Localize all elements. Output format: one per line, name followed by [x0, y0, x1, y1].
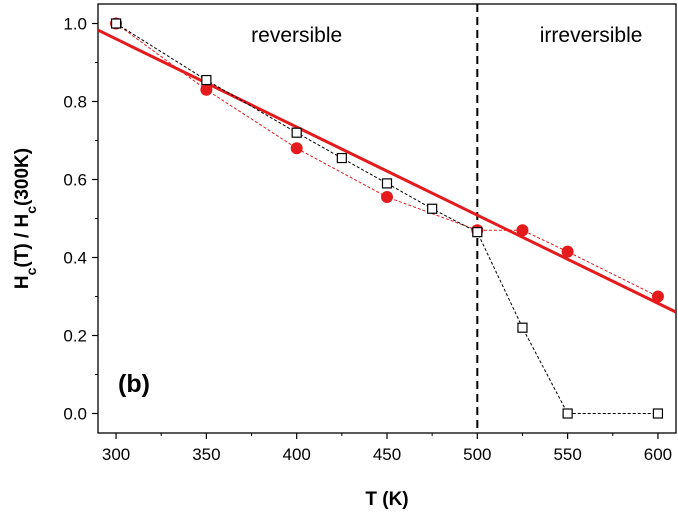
series-1-point	[427, 203, 438, 214]
series-0-point	[290, 142, 303, 155]
x-tick-label: 550	[553, 445, 581, 464]
y-axis-title-part: (T) / H	[12, 214, 33, 268]
chart-text: reversible irreversible (b) T (K) Hc(T) / Hc…	[12, 24, 642, 510]
x-tick-label: 350	[192, 445, 220, 464]
x-tick-label: 500	[463, 445, 491, 464]
series-1-point	[336, 152, 347, 164]
series-group	[110, 17, 664, 419]
fit-line	[98, 28, 676, 314]
axis-ticks: 300 350 400 450 500 550 600 0.0 0.2 0.4 0.6 0.8 1.0	[63, 15, 672, 465]
series-0-point	[561, 245, 574, 258]
y-axis-title-subscript: c	[23, 267, 39, 275]
x-tick-label: 450	[373, 445, 401, 464]
y-axis-title: Hc(T) / Hc(300K)	[12, 148, 39, 289]
series-1-point	[562, 408, 573, 419]
x-tick-label: 300	[102, 445, 130, 464]
y-tick-label: 0.6	[63, 171, 87, 190]
series-0-point	[651, 290, 664, 303]
plot-area	[97, 3, 677, 434]
x-axis-title: T (K)	[365, 489, 408, 510]
series-1-point	[517, 322, 528, 333]
series-1-point	[291, 127, 302, 138]
series-1-point	[201, 74, 212, 86]
y-tick-label: 0.0	[63, 405, 87, 424]
y-tick-label: 0.2	[63, 327, 87, 346]
series-0-connector	[115, 23, 659, 297]
x-tick-label: 600	[644, 445, 672, 464]
series-1-point	[652, 408, 664, 419]
series-1-point	[381, 178, 393, 189]
series-1-point	[472, 227, 483, 238]
series-0-point	[381, 191, 393, 204]
y-axis-title-part: H	[12, 275, 33, 289]
y-tick-label: 0.8	[63, 93, 87, 112]
y-tick-label: 0.4	[63, 249, 87, 268]
plot-frame	[97, 3, 677, 434]
series-0-point	[200, 83, 213, 96]
x-tick-label: 400	[283, 445, 311, 464]
y-tick-label: 1.0	[63, 15, 87, 34]
series-0-point	[516, 224, 529, 237]
y-axis-title-subscript: c	[23, 206, 39, 214]
series-1-point	[110, 18, 122, 29]
series-1-connector	[115, 23, 658, 414]
fit-line-group	[98, 28, 676, 314]
panel-label: (b)	[118, 370, 150, 398]
y-axis-title-part: (300K)	[12, 148, 33, 206]
region-label: reversible	[251, 24, 342, 47]
region-label: irreversible	[540, 24, 643, 47]
